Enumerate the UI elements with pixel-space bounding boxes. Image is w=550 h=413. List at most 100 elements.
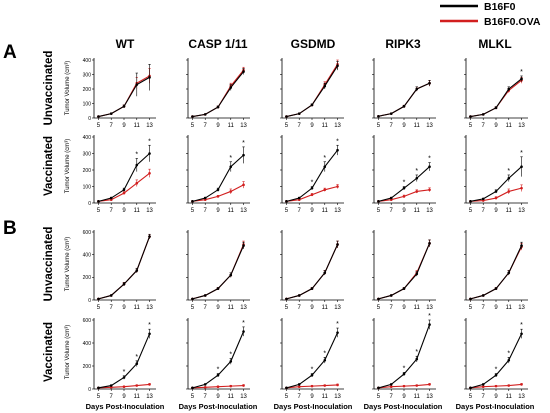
data-point-r1c3 [310,103,314,107]
series-line-b16f0-ova-r1c2 [192,69,244,118]
x-tick-label-r1c5: 5 [469,123,473,129]
data-point-r2c5 [494,196,498,200]
y-tick-label-r4c1: 400 [83,341,92,347]
x-tick-label-r4c3: 7 [298,394,302,400]
data-point-r3c4 [377,297,380,301]
series-line-b16f0-ova-r3c5 [470,246,523,300]
x-tick-label-r3c2: 5 [191,305,195,311]
x-tick-label-r1c5: 9 [494,123,498,129]
x-tick-label-r2c1: 9 [122,208,126,214]
x-tick-label-r3c5: 9 [494,305,498,311]
data-point-r2c4 [402,195,406,198]
data-point-r1c4 [402,105,406,108]
significance-star-r2c2: * [242,140,245,147]
y-tick-label-r1c1: 100 [83,101,92,107]
x-tick-label-r2c4: 13 [426,208,433,214]
data-point-r3c5 [520,244,523,247]
data-point-r2c3 [323,188,327,192]
x-tick-label-r1c4: 5 [377,123,381,129]
x-tick-label-r4c1: 13 [146,394,153,400]
x-tick-label-r2c2: 13 [240,208,247,214]
x-tick-label-r2c3: 13 [334,208,341,214]
data-point-r2c5 [494,190,498,193]
x-tick-label-r4c4: 7 [390,394,394,400]
x-tick-label-r4c3: 11 [322,394,329,400]
x-tick-label-r2c5: 11 [506,208,513,214]
legend: B16F0 B16F0.OVA [440,1,541,28]
plot-grid: 0 100 200 300 400 5 7 9 11 13 5 7 9 11 13 5 7 9 11 13 5 7 9 11 1… [83,58,528,400]
data-point-r2c3 [336,148,339,152]
x-tick-label-r4c1: 9 [122,394,126,400]
series-line-b16f0-r1c5 [470,78,522,118]
series-line-b16f0-ova-r3c1 [98,236,151,300]
data-point-r3c4 [415,272,419,276]
row-label-b-unvaccinated: Unvaccinated [43,227,55,302]
data-point-r4c3 [323,384,327,387]
x-tick-label-r2c1: 5 [97,208,101,214]
data-point-r3c2 [191,297,194,301]
data-point-r1c2 [203,113,207,116]
significance-star-r2c4: * [403,180,406,187]
series-line-b16f0-r3c3 [286,244,339,300]
y-tick-label-r2c1: 0 [88,201,91,207]
data-point-r4c4 [402,372,406,376]
data-point-r3c3 [336,243,339,246]
data-point-r2c5 [507,190,511,193]
y-tick-label-r1c1: 0 [88,116,91,122]
x-tick-label-r4c3: 9 [310,394,314,400]
significance-star-r4c2: * [217,366,220,373]
data-point-r4c4 [389,385,393,389]
data-point-r4c2 [203,383,207,386]
significance-star-r4c5: * [520,322,523,329]
x-tick-label-r3c4: 5 [377,305,381,311]
x-tick-label-r3c3: 7 [298,305,302,311]
x-tick-label-r4c1: 5 [97,394,101,400]
data-point-r1c1 [97,115,100,118]
x-tick-label-r1c5: 13 [518,123,525,129]
y-tick-label-r3c1: 600 [83,230,92,236]
data-point-r2c1 [97,200,100,203]
data-point-r4c4 [415,357,419,361]
significance-star-r4c5: * [507,350,510,357]
x-tick-label-r3c5: 7 [482,305,486,311]
data-point-r4c5 [494,373,498,377]
data-point-r1c1 [135,83,139,86]
data-point-r1c5 [481,113,485,116]
x-tick-label-r3c2: 11 [228,305,235,311]
panel-label-b: B [3,218,17,239]
data-point-r2c2 [216,188,220,192]
y-tick-label-r4c1: 200 [83,364,92,370]
series-line-b16f0-r2c2 [192,154,244,202]
data-point-r3c2 [242,244,245,247]
data-point-r2c1 [135,181,139,185]
data-point-r4c4 [428,383,431,386]
data-point-r4c1 [122,385,126,389]
significance-star-r2c3: * [311,180,314,187]
data-point-r2c5 [520,165,523,168]
data-point-r1c5 [469,115,472,118]
y-axis-title-row3: Tumor Volume (cm³) [65,237,71,291]
data-point-r4c2 [203,385,207,389]
data-point-r3c5 [494,287,498,290]
x-tick-label-r1c5: 7 [482,123,486,129]
x-tick-label-r1c1: 7 [110,123,114,129]
data-point-r4c1 [135,384,139,387]
significance-star-r2c5: * [520,150,523,157]
data-point-r2c2 [216,195,220,198]
significance-star-r4c5: * [495,366,498,373]
data-point-r4c3 [285,386,288,390]
x-tick-label-r3c1: 13 [146,305,153,311]
x-tick-label-r4c4: 13 [426,394,433,400]
x-tick-label-r3c3: 5 [285,305,289,311]
data-point-r4c4 [428,323,431,326]
y-tick-label-r2c1: 100 [83,184,92,190]
x-tick-label-r1c2: 5 [191,123,195,129]
data-point-r2c4 [402,186,406,190]
data-point-r4c1 [148,332,151,336]
row-label-a-unvaccinated: Unvaccinated [43,51,55,126]
x-tick-label-r2c3: 9 [310,208,314,214]
data-point-r1c4 [389,112,393,115]
x-tick-label-r4c2: 11 [228,394,235,400]
significance-star-r2c2: * [229,155,232,162]
significance-star-r4c2: * [229,352,232,359]
